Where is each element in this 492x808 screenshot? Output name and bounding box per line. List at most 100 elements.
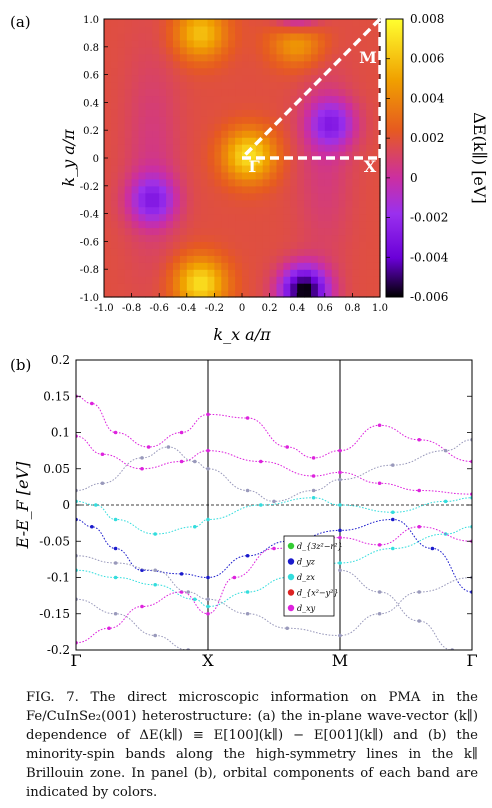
- colorbar-tick-label: -0.002: [410, 211, 448, 225]
- heatmap-cell: [186, 276, 195, 284]
- heatmap-cell: [152, 74, 160, 83]
- heatmap-cell: [304, 220, 312, 229]
- heatmap-cell: [248, 67, 257, 76]
- heatmap-cell: [317, 130, 326, 138]
- heatmap-cell: [242, 19, 250, 27]
- heatmap-cell: [179, 151, 188, 159]
- heatmap-cell: [235, 220, 243, 229]
- heatmap-cell: [207, 283, 215, 291]
- heatmap-cell: [269, 32, 278, 41]
- heatmap-cell: [159, 276, 167, 284]
- heatmap-cell: [104, 227, 112, 236]
- heatmap-cell: [276, 185, 284, 194]
- heatmap-cell: [221, 158, 229, 166]
- heatmap-cell: [117, 227, 126, 236]
- heatmap-cell: [331, 241, 340, 249]
- heatmap-cell: [297, 290, 305, 298]
- heatmap-cell: [338, 158, 347, 166]
- heatmap-cell: [166, 19, 174, 27]
- heatmap-cell: [145, 109, 153, 117]
- heatmap-cell: [193, 199, 202, 208]
- heatmap-cell: [324, 109, 333, 117]
- heatmap-cell: [104, 88, 112, 97]
- heatmap-cell: [124, 171, 133, 180]
- heatmap-cell: [214, 192, 222, 201]
- heatmap-cell: [138, 283, 146, 291]
- heatmap-cell: [110, 290, 119, 298]
- heatmap-cell: [290, 171, 298, 180]
- heatmap-cell: [331, 192, 340, 201]
- heatmap-cell: [338, 241, 347, 249]
- heatmap-cell: [311, 102, 319, 110]
- heatmap-cell: [345, 137, 353, 145]
- heatmap-cell: [262, 102, 271, 110]
- heatmap-cell: [104, 178, 112, 187]
- heatmap-cell: [166, 234, 174, 242]
- heatmap-cell: [221, 213, 229, 222]
- heatmap-cell: [214, 116, 222, 124]
- heatmap-cell: [297, 199, 305, 208]
- heatmap-cell: [235, 164, 243, 173]
- heatmap-cell: [297, 116, 305, 124]
- heatmap-cell: [117, 262, 126, 270]
- heatmap-cell: [366, 248, 374, 256]
- heatmap-cell: [290, 227, 298, 236]
- heatmap-cell: [345, 262, 353, 270]
- heatmap-cell: [248, 276, 257, 284]
- heatmap-cell: [152, 46, 160, 55]
- heatmap-cell: [152, 67, 160, 76]
- heatmap-cell: [193, 269, 202, 277]
- heatmap-cell: [242, 95, 250, 103]
- heatmap-cell: [373, 116, 381, 124]
- heatmap-cell: [359, 95, 367, 103]
- heatmap-cell: [297, 19, 305, 27]
- heatmap-cell: [352, 199, 360, 208]
- heatmap-cell: [345, 123, 353, 131]
- heatmap-cell: [304, 227, 312, 236]
- heatmap-cell: [359, 234, 367, 242]
- y-tick-label: -0.8: [80, 265, 99, 276]
- heatmap-cell: [304, 234, 312, 242]
- heatmap-cell: [221, 60, 229, 69]
- heatmap-cell: [207, 39, 215, 48]
- heatmap-cell: [193, 67, 202, 76]
- band-point: [140, 466, 144, 471]
- heatmap-cell: [131, 74, 140, 83]
- heatmap-cell: [324, 60, 333, 69]
- heatmap-cell: [117, 109, 126, 117]
- heatmap-cell: [352, 130, 360, 138]
- heatmap-cell: [366, 269, 374, 277]
- heatmap-cell: [317, 137, 326, 145]
- heatmap-cell: [104, 164, 112, 173]
- band-point: [391, 546, 395, 551]
- heatmap-cell: [262, 199, 271, 208]
- heatmap-cell: [173, 151, 181, 159]
- heatmap-cell: [290, 95, 298, 103]
- heatmap-cell: [242, 241, 250, 249]
- heatmap-cell: [131, 206, 140, 215]
- heatmap-cell: [359, 171, 367, 180]
- heatmap-cell: [186, 137, 195, 145]
- heatmap-cell: [345, 220, 353, 229]
- heatmap-cell: [248, 95, 257, 103]
- heatmap-cell: [304, 123, 312, 131]
- heatmap-cell: [248, 206, 257, 215]
- heatmap-cell: [193, 255, 202, 263]
- heatmap-cell: [186, 171, 195, 180]
- legend-swatch: [287, 542, 295, 550]
- heatmap-cell: [359, 116, 367, 124]
- heatmap-cell: [359, 199, 367, 208]
- heatmap-cell: [117, 19, 126, 27]
- heatmap-cell: [297, 158, 305, 166]
- heatmap-cell: [110, 283, 119, 291]
- heatmap-cell: [331, 262, 340, 270]
- heatmap-cell: [352, 206, 360, 215]
- heatmap-cell: [311, 46, 319, 55]
- heatmap-cell: [179, 164, 188, 173]
- heatmap-cell: [276, 81, 284, 90]
- heatmap-cell: [373, 276, 381, 284]
- heatmap-cell: [317, 206, 326, 215]
- band-point: [232, 575, 237, 580]
- band-point: [391, 517, 395, 522]
- heatmap-cell: [242, 39, 250, 48]
